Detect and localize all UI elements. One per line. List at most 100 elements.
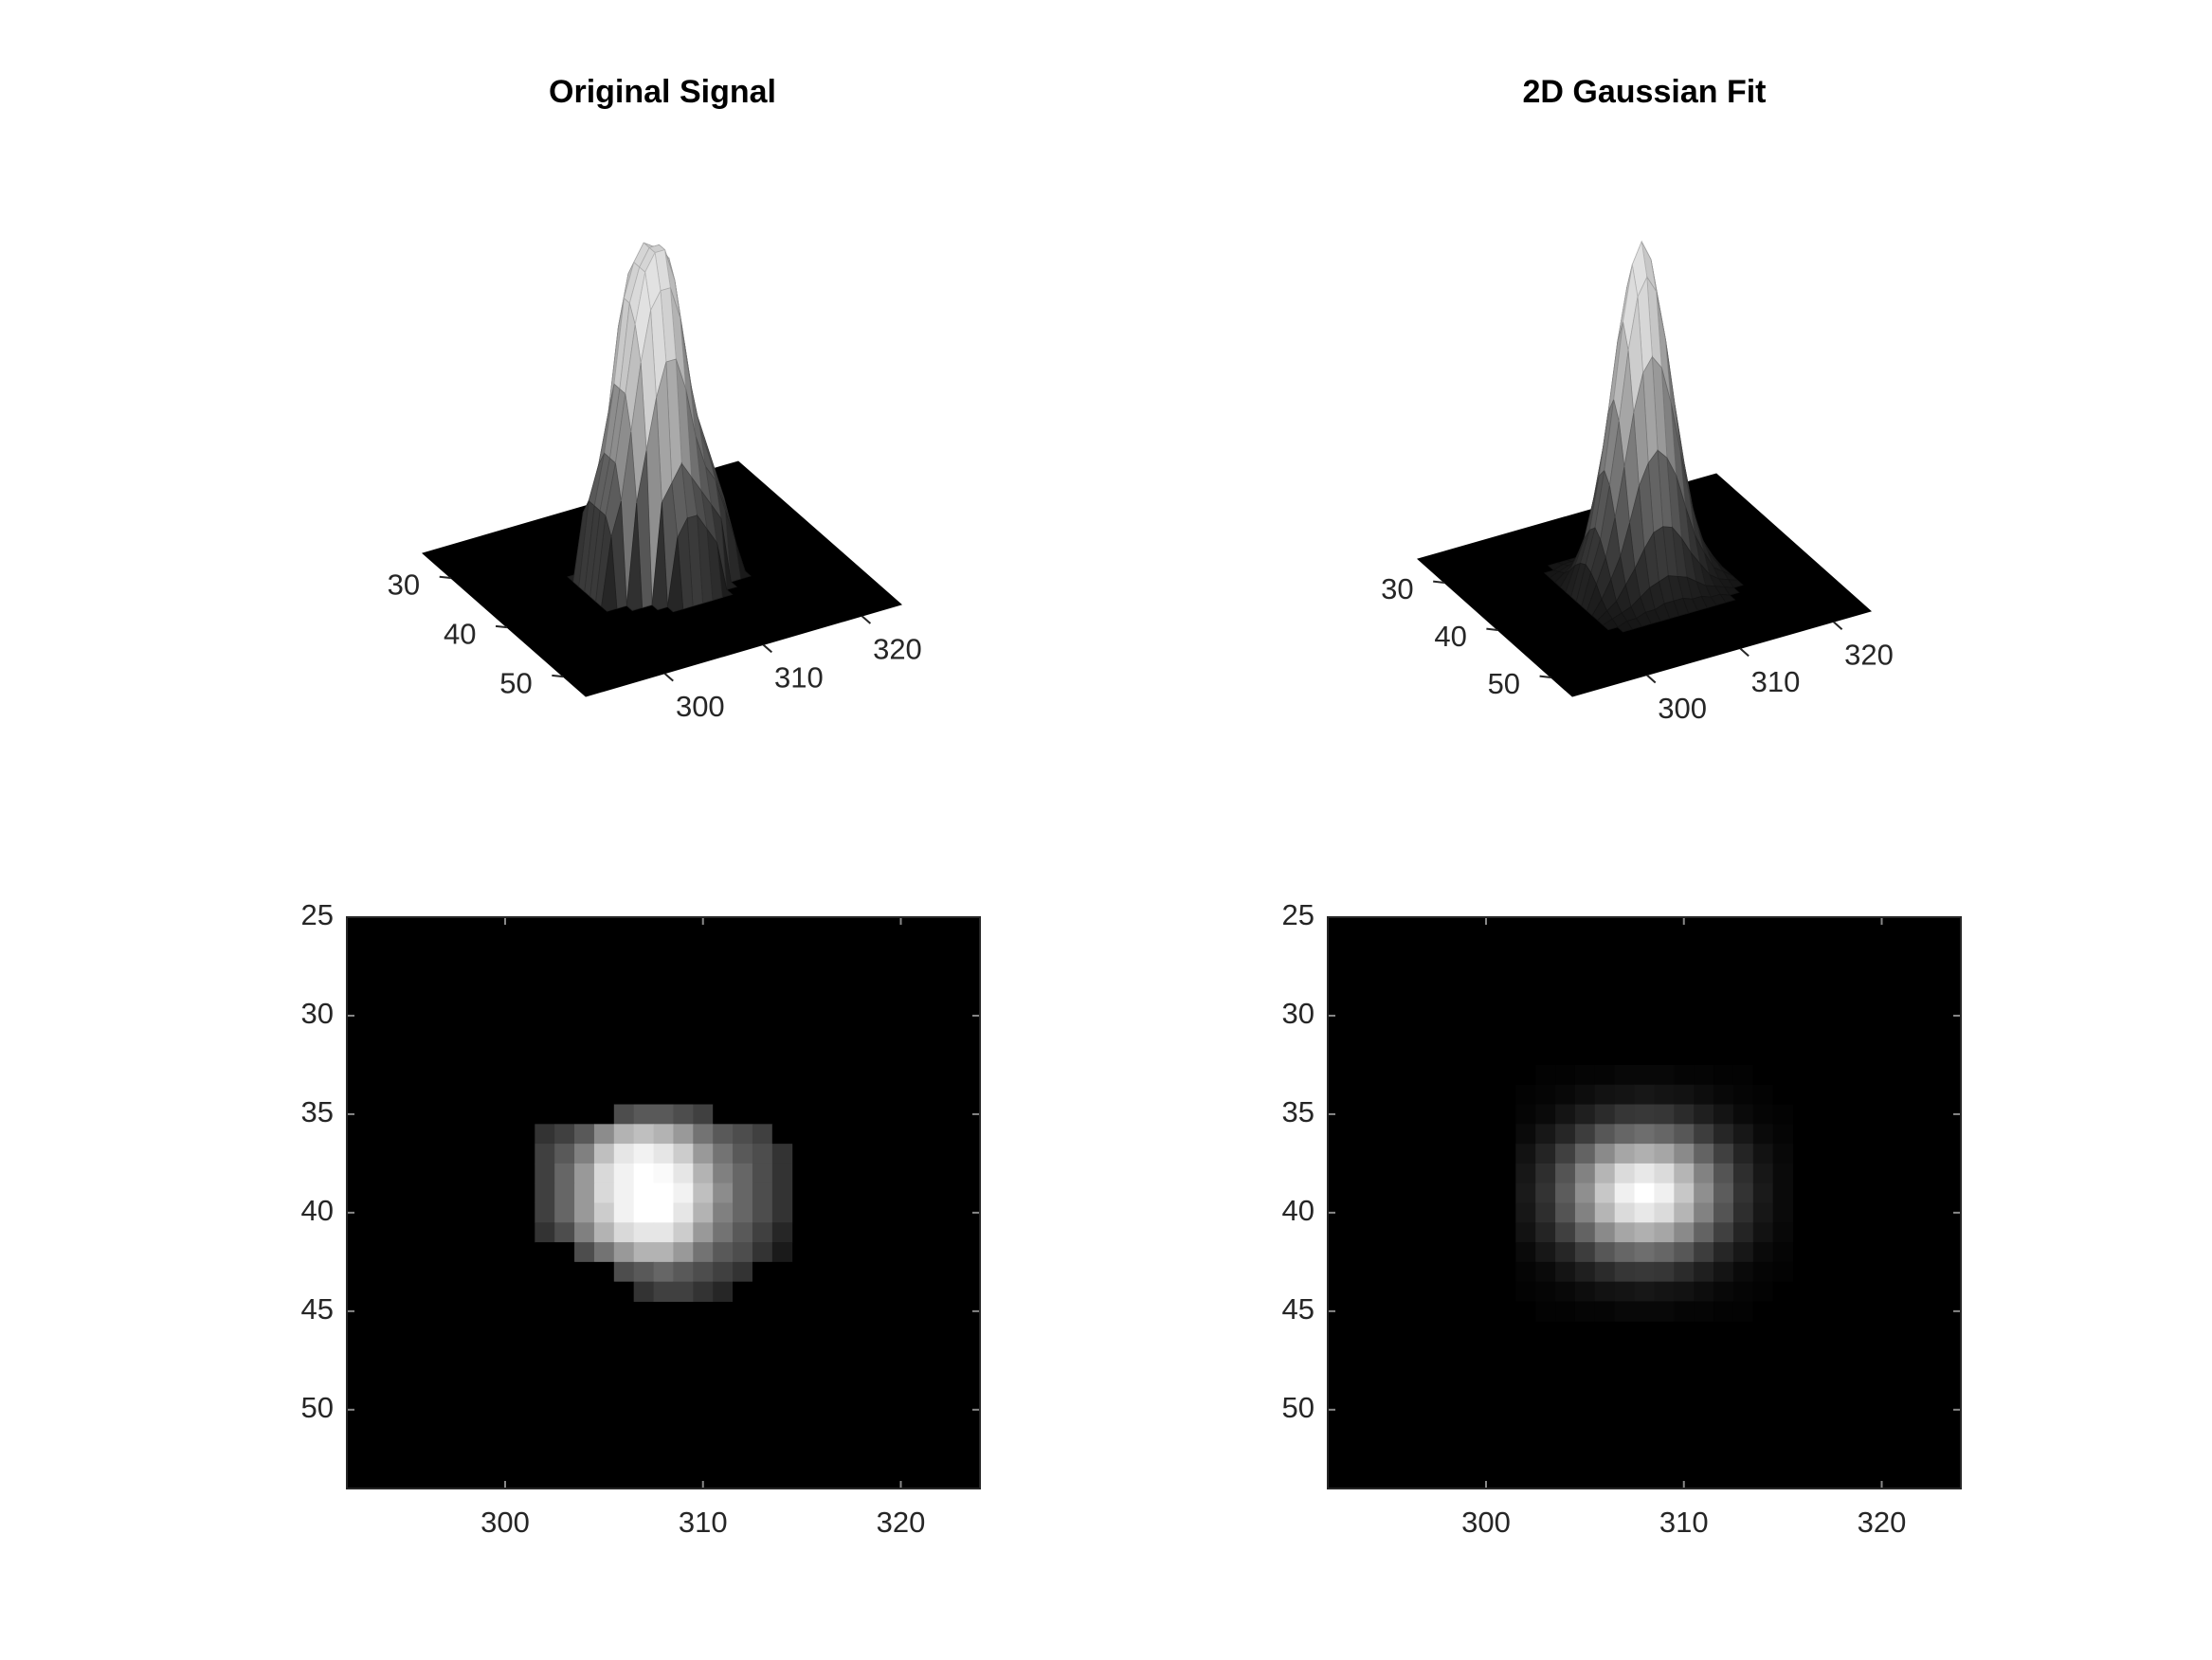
y-tick	[439, 575, 451, 580]
pixel	[574, 1222, 595, 1243]
pixel	[733, 1261, 753, 1283]
pixel	[593, 1261, 615, 1283]
y-tick-label: 40	[301, 1194, 334, 1227]
pixel	[1574, 1084, 1596, 1106]
pixel	[653, 1222, 674, 1243]
pixel	[1752, 1084, 1774, 1106]
pixel	[1555, 1163, 1576, 1184]
pixel	[1713, 1222, 1734, 1243]
pixel	[1594, 1124, 1616, 1145]
pixel	[613, 1182, 635, 1203]
pixel	[1732, 1202, 1754, 1223]
pixel	[554, 1163, 575, 1184]
y-tick	[552, 674, 564, 678]
pixel	[613, 1163, 635, 1184]
pixel	[1694, 1222, 1714, 1243]
surface-patch	[601, 536, 618, 612]
pixel	[535, 1261, 555, 1283]
pixel	[713, 1261, 734, 1283]
y-tick-label: 30	[1381, 572, 1413, 605]
x-tick	[1832, 621, 1843, 630]
pixel	[1713, 1163, 1734, 1184]
pixel	[771, 1182, 793, 1203]
pixel	[554, 1281, 575, 1302]
pixel	[1555, 1202, 1576, 1223]
chart-title: Original Signal	[549, 74, 776, 110]
pixel	[1674, 1064, 1695, 1086]
pixel	[613, 1222, 635, 1243]
pixel	[1713, 1261, 1734, 1283]
pixel	[1535, 1301, 1556, 1322]
pixel	[1752, 1163, 1774, 1184]
pixel	[771, 1281, 793, 1302]
y-tick-label: 25	[301, 898, 334, 931]
pixel	[1752, 1242, 1774, 1263]
pixel	[733, 1242, 753, 1263]
x-tick-label: 300	[480, 1506, 530, 1539]
pixel	[1535, 1281, 1556, 1302]
pixel	[535, 1202, 555, 1223]
pixel	[574, 1144, 595, 1164]
pixel	[1614, 1281, 1636, 1302]
pixel	[1634, 1202, 1655, 1223]
pixel	[771, 1261, 793, 1283]
pixel	[1752, 1202, 1774, 1223]
pixel	[593, 1144, 615, 1164]
pixel	[1535, 1222, 1556, 1243]
pixel	[733, 1202, 753, 1223]
pixel	[554, 1202, 575, 1223]
axes-box	[346, 916, 981, 1489]
pixel	[1772, 1301, 1794, 1322]
x-tick-label: 310	[679, 1506, 728, 1539]
pixel	[633, 1144, 655, 1164]
pixel	[1752, 1261, 1774, 1283]
pixel	[593, 1124, 615, 1145]
pixel	[1732, 1104, 1754, 1125]
pixel	[1594, 1163, 1616, 1184]
pixel	[1594, 1301, 1616, 1322]
pixel	[1535, 1124, 1556, 1145]
pixel	[1654, 1124, 1675, 1145]
pixel	[1594, 1242, 1616, 1263]
pixel	[1634, 1242, 1655, 1263]
pixel	[1752, 1281, 1774, 1302]
y-tick	[1433, 580, 1445, 584]
pixel	[1732, 1124, 1754, 1145]
pixel	[1515, 1281, 1536, 1302]
pixel	[1574, 1163, 1596, 1184]
pixel	[1713, 1202, 1734, 1223]
pixel	[1594, 1104, 1616, 1125]
chart-title: 2D Gaussian Fit	[1523, 74, 1767, 110]
pixel	[1732, 1301, 1754, 1322]
pixel	[1713, 1242, 1734, 1263]
pixel	[653, 1144, 674, 1164]
y-tick-label: 45	[1282, 1292, 1315, 1326]
pixel	[1515, 1182, 1536, 1203]
pixel	[1674, 1222, 1695, 1243]
pixel	[653, 1124, 674, 1145]
pixel	[1654, 1064, 1675, 1086]
pixel	[1654, 1104, 1675, 1125]
pixel	[1614, 1242, 1636, 1263]
pixel	[1713, 1182, 1734, 1203]
pixel	[1515, 1301, 1536, 1322]
pixel	[1674, 1281, 1695, 1302]
pixel	[633, 1242, 655, 1263]
pixel	[593, 1202, 615, 1223]
pixel	[613, 1144, 635, 1164]
pixel	[1535, 1084, 1556, 1106]
pixel	[1732, 1163, 1754, 1184]
pixel	[1634, 1182, 1655, 1203]
pixel	[535, 1163, 555, 1184]
pixel	[1515, 1163, 1536, 1184]
pixel	[1574, 1222, 1596, 1243]
pixel	[1535, 1182, 1556, 1203]
pixel	[1574, 1124, 1596, 1145]
pixel	[1555, 1144, 1576, 1164]
pixel	[771, 1242, 793, 1263]
x-tick-label: 300	[1461, 1506, 1511, 1539]
pixel	[673, 1281, 694, 1302]
pixel	[1515, 1261, 1536, 1283]
pixel	[1772, 1281, 1794, 1302]
